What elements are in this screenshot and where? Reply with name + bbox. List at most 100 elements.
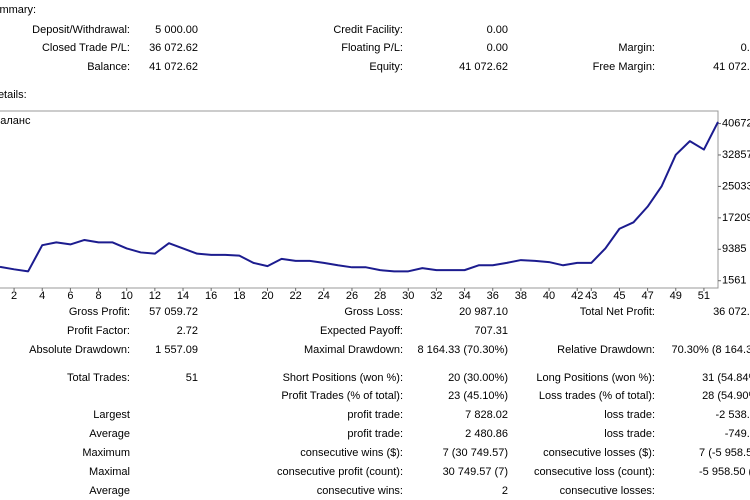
field-value: 0.00	[486, 42, 508, 54]
field-label: Largest	[93, 409, 130, 421]
field-value: 41 072.62	[713, 61, 750, 73]
field-value: 57 059.72	[149, 306, 198, 318]
field-label: Average	[89, 428, 130, 440]
field-value: 0.00	[740, 42, 750, 54]
field-value: 2.72	[176, 325, 198, 337]
field-value: 707.31	[474, 325, 508, 337]
field-value: 41 072.62	[459, 61, 508, 73]
balance-chart: Баланс 156193851720925033328574067224681…	[0, 110, 750, 302]
field-value: 2	[501, 485, 508, 497]
field-value: -749.54	[724, 428, 750, 440]
y-tick-label: 25033	[722, 180, 750, 192]
field-label: Deposit/Withdrawal:	[32, 24, 130, 36]
x-tick-label: 18	[233, 290, 245, 302]
x-tick-label: 4	[39, 290, 45, 302]
field-label: Balance:	[87, 61, 130, 73]
x-tick-label: 16	[205, 290, 217, 302]
y-tick-label: 40672	[722, 117, 750, 129]
y-tick-label: 17209	[722, 212, 750, 224]
x-tick-label: 51	[698, 290, 710, 302]
x-tick-label: 42	[571, 290, 583, 302]
x-tick-label: 12	[149, 290, 161, 302]
field-value: 20 987.10	[459, 306, 508, 318]
x-tick-label: 32	[430, 290, 442, 302]
field-value: 20 (30.00%)	[448, 372, 508, 384]
field-label: Long Positions (won %):	[536, 372, 655, 384]
field-label: consecutive losses:	[559, 485, 655, 497]
balance-line	[0, 121, 719, 273]
field-label: Absolute Drawdown:	[29, 344, 130, 356]
x-tick-label: 45	[613, 290, 625, 302]
field-label: Short Positions (won %):	[282, 372, 403, 384]
field-label: Total Net Profit:	[579, 306, 655, 318]
field-label: Gross Loss:	[344, 306, 403, 318]
field-label: Relative Drawdown:	[557, 344, 655, 356]
field-value: -2 538.04	[715, 409, 750, 421]
field-label: Profit Factor:	[67, 325, 130, 337]
field-label: Free Margin:	[592, 61, 655, 73]
field-value: 36 072.62	[149, 42, 198, 54]
field-value: 51	[185, 372, 198, 384]
x-tick-label: 14	[177, 290, 189, 302]
field-label: Maximum	[82, 447, 130, 459]
x-tick-label: 40	[543, 290, 555, 302]
field-label: consecutive losses ($):	[543, 447, 655, 459]
x-tick-label: 20	[261, 290, 273, 302]
y-tick-label: 9385	[722, 243, 746, 255]
x-tick-label: 36	[487, 290, 499, 302]
x-tick-label: 38	[515, 290, 527, 302]
field-value: 8 164.33 (70.30%)	[417, 344, 508, 356]
field-label: Floating P/L:	[341, 42, 403, 54]
x-tick-label: 22	[290, 290, 302, 302]
field-label: Loss trades (% of total):	[538, 390, 655, 402]
section-title: Details:	[0, 89, 27, 101]
field-value: 70.30% (8 164.33)	[671, 344, 750, 356]
x-tick-label: 28	[374, 290, 386, 302]
field-value: 36 072.62	[713, 306, 750, 318]
x-tick-label: 47	[641, 290, 653, 302]
field-label: Gross Profit:	[68, 306, 130, 318]
field-label: consecutive profit (count):	[277, 466, 403, 478]
field-label: consecutive wins ($):	[300, 447, 403, 459]
field-value: -5 958.50 (7)	[699, 466, 750, 478]
field-label: Margin:	[618, 42, 655, 54]
field-label: consecutive wins:	[316, 485, 403, 497]
x-tick-label: 6	[67, 290, 73, 302]
x-tick-label: 43	[585, 290, 597, 302]
x-tick-label: 10	[121, 290, 133, 302]
field-value: 23 (45.10%)	[448, 390, 508, 402]
chart-title: Баланс	[0, 115, 31, 127]
field-label: Average	[89, 485, 130, 497]
field-label: Expected Payoff:	[320, 325, 403, 337]
field-label: profit trade:	[347, 428, 403, 440]
field-label: Equity:	[369, 61, 403, 73]
x-tick-label: 26	[346, 290, 358, 302]
field-value: 7 (-5 958.50)	[699, 447, 750, 459]
field-label: profit trade:	[347, 409, 403, 421]
plot-frame	[0, 110, 719, 289]
field-value: 7 (30 749.57)	[442, 447, 508, 459]
x-tick-label: 2	[11, 290, 17, 302]
field-label: Maximal	[89, 466, 130, 478]
field-value: 0.00	[486, 24, 508, 36]
field-value: 2 480.86	[465, 428, 508, 440]
section-title: Summary:	[0, 4, 37, 16]
x-tick-label: 24	[318, 290, 330, 302]
field-label: Total Trades:	[67, 372, 130, 384]
field-label: consecutive loss (count):	[533, 466, 655, 478]
x-tick-label: 30	[402, 290, 414, 302]
x-tick-label: 8	[95, 290, 101, 302]
field-label: Closed Trade P/L:	[41, 42, 130, 54]
field-label: Credit Facility:	[333, 24, 403, 36]
field-value: 1 557.09	[155, 344, 198, 356]
field-label: loss trade:	[604, 409, 655, 421]
field-value: 41 072.62	[149, 61, 198, 73]
field-value: 28 (54.90%)	[702, 390, 750, 402]
y-tick-label: 1561	[722, 275, 746, 287]
field-value: 30 749.57 (7)	[442, 466, 508, 478]
x-tick-label: 49	[670, 290, 682, 302]
x-tick-label: 34	[458, 290, 470, 302]
field-label: Profit Trades (% of total):	[281, 390, 403, 402]
field-value: 5 000.00	[155, 24, 198, 36]
